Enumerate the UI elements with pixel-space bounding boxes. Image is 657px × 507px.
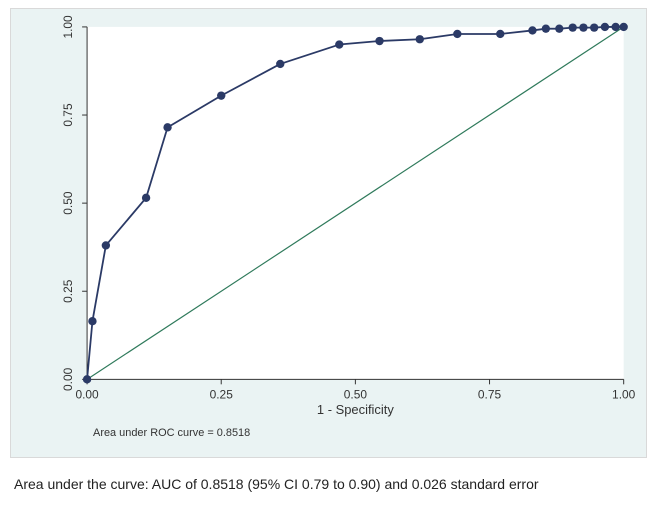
roc-curve-marker [453, 30, 461, 38]
x-tick-label: 0.00 [75, 387, 99, 401]
roc-curve-marker [88, 317, 96, 325]
roc-curve-marker [569, 23, 577, 31]
roc-curve-marker [335, 40, 343, 48]
roc-curve-marker [601, 23, 609, 31]
x-axis-title: 1 - Specificity [317, 402, 394, 417]
roc-curve-marker [496, 30, 504, 38]
roc-chart: 0.00 0.25 0.50 0.75 1.00 1 - Specificity 0.00 0… [11, 9, 646, 457]
roc-curve-marker [528, 26, 536, 34]
chart-panel: 0.00 0.25 0.50 0.75 1.00 1 - Specificity 0.00 0… [10, 8, 647, 458]
caption-text: Area under the curve: AUC of 0.8518 (95%… [14, 476, 657, 492]
roc-curve-marker [620, 23, 628, 31]
y-tick-label: 0.75 [61, 103, 75, 127]
roc-curve-marker [276, 60, 284, 68]
x-tick-label: 0.50 [344, 387, 368, 401]
roc-curve-marker [142, 194, 150, 202]
roc-curve-marker [590, 23, 598, 31]
roc-curve-marker [375, 37, 383, 45]
y-tick-label: 0.00 [61, 367, 75, 391]
y-tick-label: 0.50 [61, 191, 75, 215]
roc-curve-marker [102, 241, 110, 249]
roc-curve-marker [611, 23, 619, 31]
x-tick-label: 0.25 [210, 387, 234, 401]
roc-curve-marker [555, 25, 563, 33]
y-tick-label: 1.00 [61, 15, 75, 39]
roc-curve-marker [83, 375, 91, 383]
x-tick-label: 0.75 [478, 387, 502, 401]
y-tick-label: 0.25 [61, 279, 75, 303]
roc-curve-marker [163, 123, 171, 131]
roc-curve-marker [579, 23, 587, 31]
roc-curve-marker [542, 25, 550, 33]
auc-subnote: Area under ROC curve = 0.8518 [93, 427, 250, 439]
roc-curve-marker [217, 91, 225, 99]
roc-curve-marker [416, 35, 424, 43]
figure-wrapper: 0.00 0.25 0.50 0.75 1.00 1 - Specificity 0.00 0… [0, 0, 657, 500]
x-tick-label: 1.00 [612, 387, 636, 401]
